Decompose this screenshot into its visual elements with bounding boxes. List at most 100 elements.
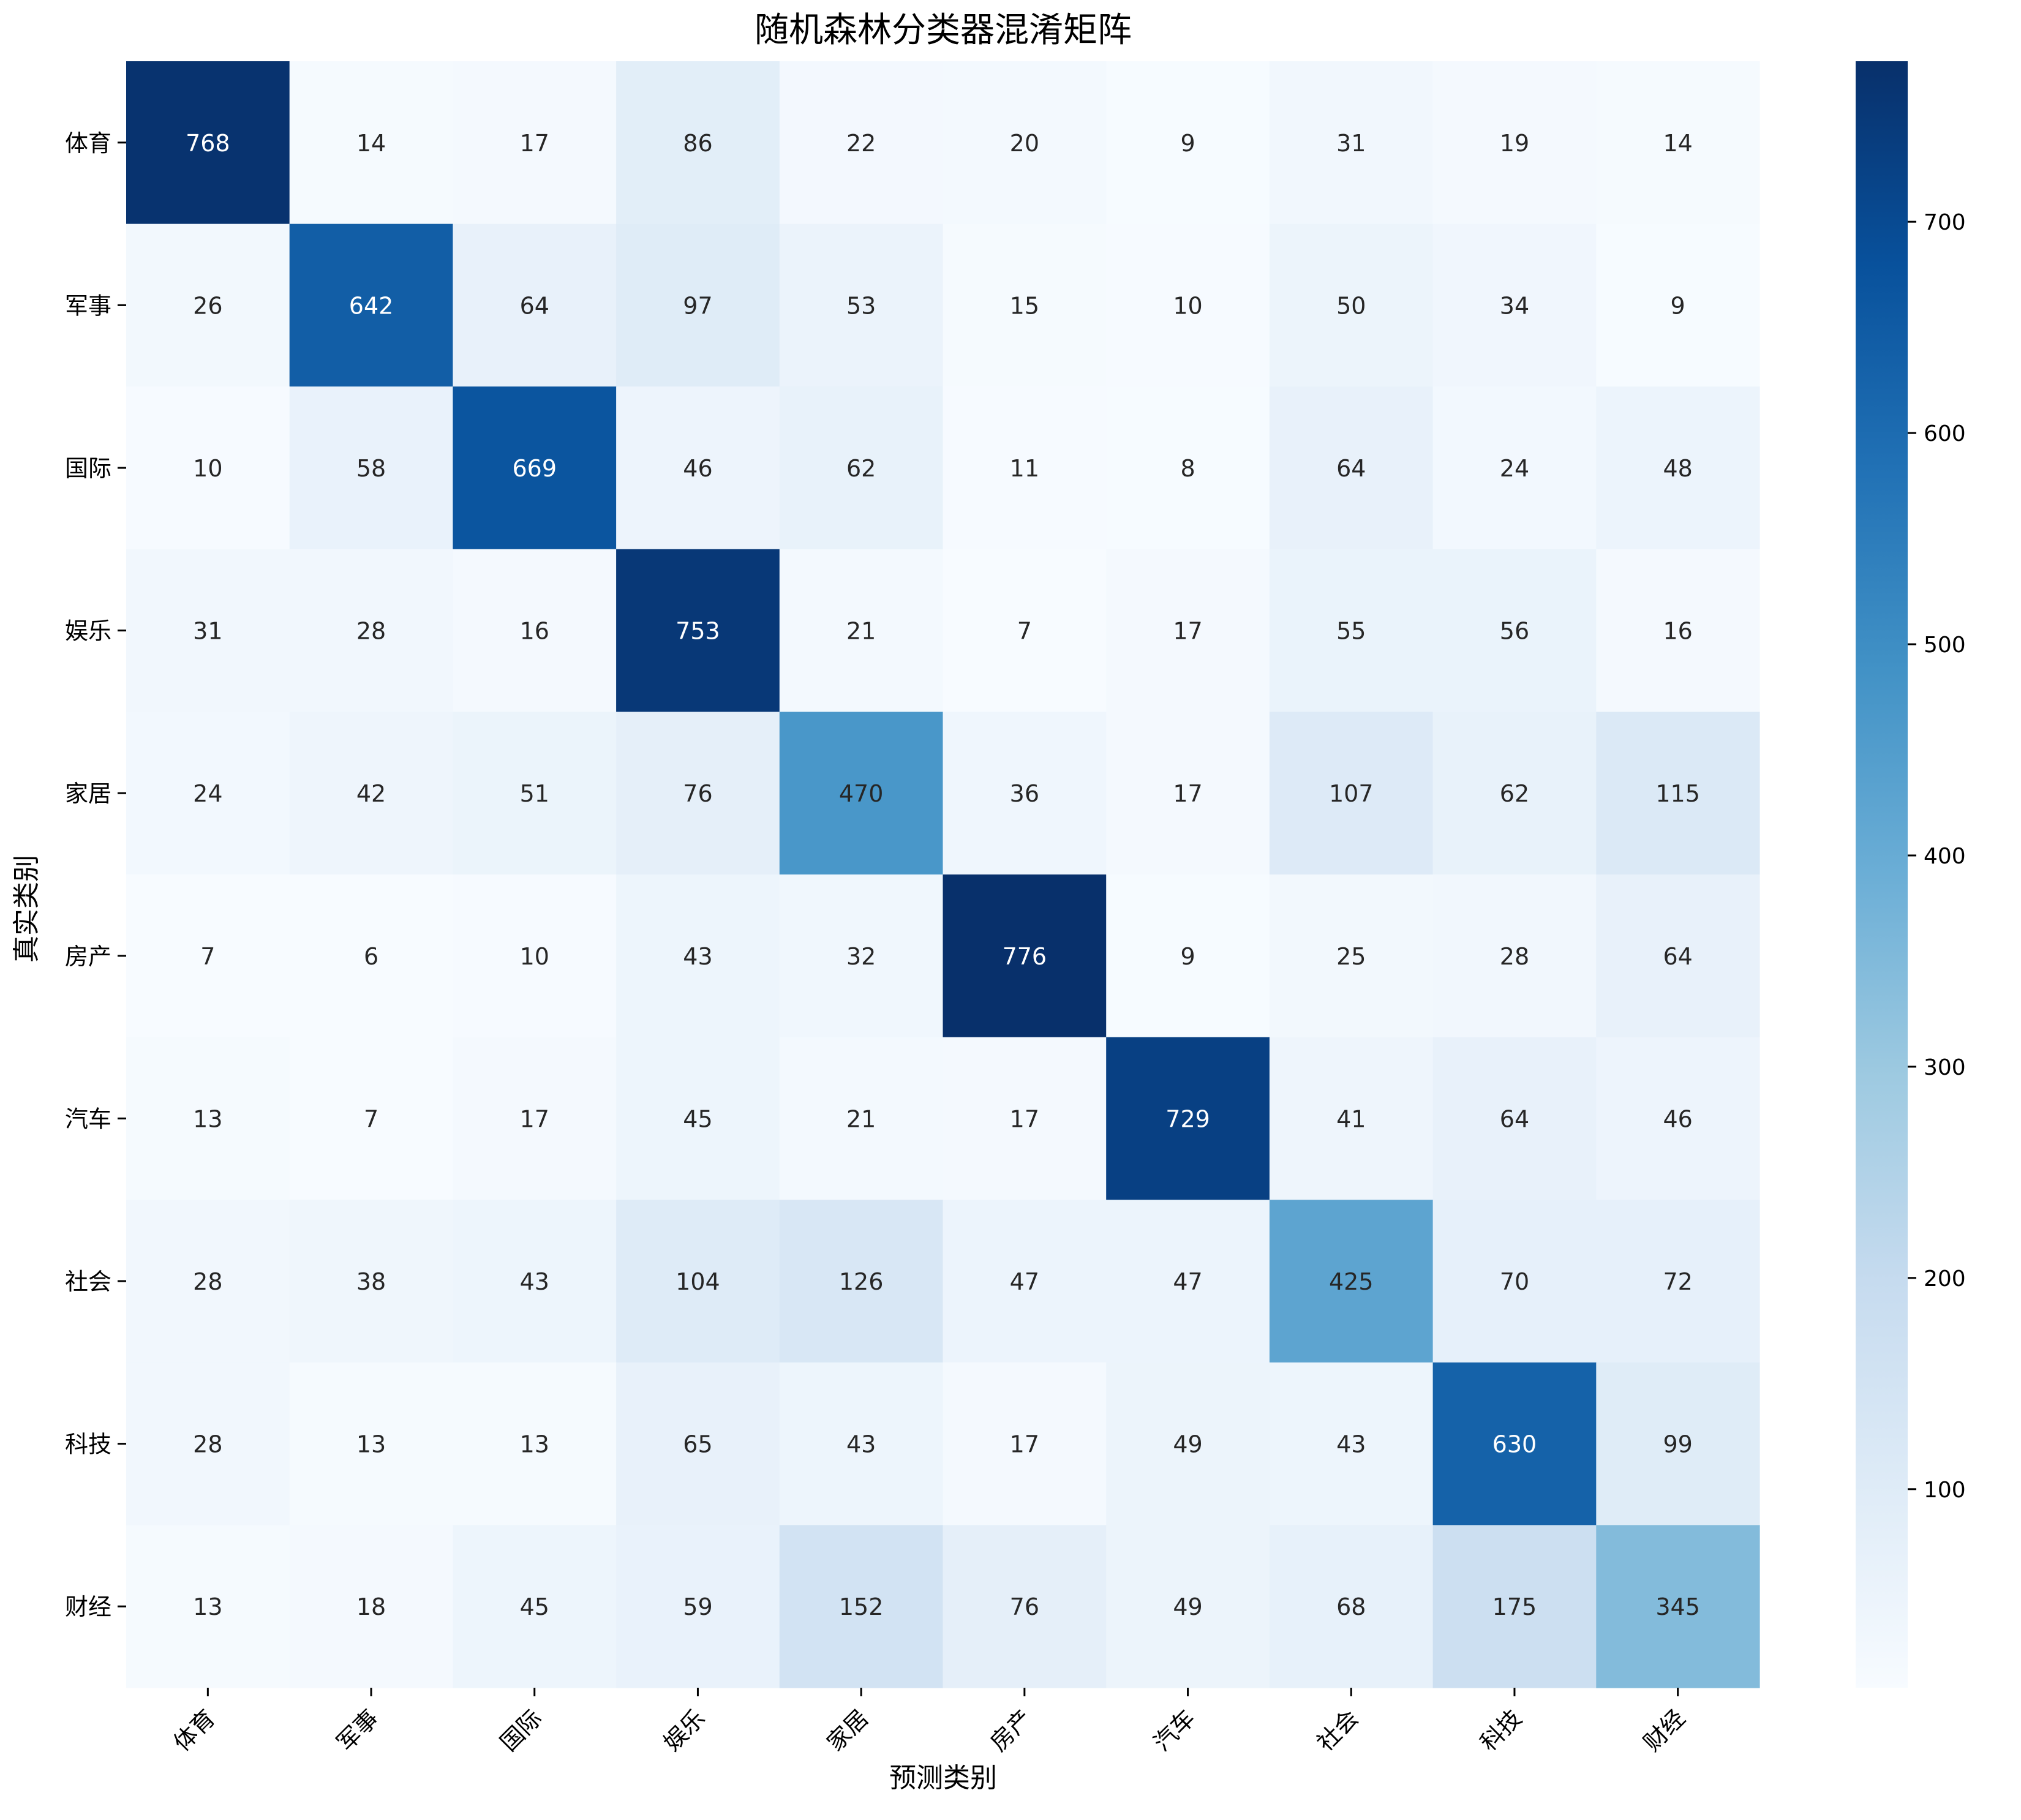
cell-value-label: 38: [356, 1268, 386, 1295]
heatmap-cell: [616, 224, 780, 387]
cell-value-label: 45: [683, 1105, 712, 1132]
cell-value-label: 17: [1173, 780, 1202, 807]
heatmap-cells: [126, 61, 1760, 1688]
cell-value-label: 21: [846, 1105, 876, 1132]
cell-value-label: 43: [846, 1431, 876, 1458]
heatmap-cell: [1432, 1200, 1597, 1363]
cell-value-label: 43: [520, 1268, 549, 1295]
cell-value-label: 53: [846, 292, 876, 319]
cell-value-label: 65: [683, 1431, 712, 1458]
heatmap-cell: [1596, 1037, 1760, 1200]
heatmap-cell: [289, 1525, 453, 1688]
heatmap-cell: [616, 1525, 780, 1688]
cell-value-label: 64: [1663, 943, 1692, 970]
cell-value-label: 32: [846, 943, 876, 970]
cell-value-label: 50: [1336, 292, 1366, 319]
heatmap-cell: [1106, 1525, 1270, 1688]
chart-title: 随机森林分类器混淆矩阵: [755, 10, 1132, 50]
cell-value-label: 10: [520, 943, 549, 970]
cell-value-label: 152: [839, 1593, 884, 1620]
cell-value-label: 669: [512, 455, 557, 482]
heatmap-cell: [1596, 712, 1760, 875]
heatmap-cell: [126, 1037, 290, 1200]
heatmap-cell: [616, 386, 780, 550]
heatmap-cell: [1596, 1525, 1760, 1688]
cell-value-label: 16: [1663, 618, 1692, 645]
cell-value-label: 175: [1492, 1593, 1537, 1620]
cell-value-label: 10: [193, 455, 222, 482]
heatmap-cell: [1106, 874, 1270, 1038]
cell-value-label: 43: [683, 943, 712, 970]
cell-value-label: 107: [1329, 780, 1374, 807]
cell-value-label: 46: [1663, 1105, 1692, 1132]
cell-value-label: 19: [1500, 130, 1529, 157]
cell-value-label: 470: [839, 780, 884, 807]
cell-value-label: 7: [200, 943, 215, 970]
heatmap-cell: [779, 874, 944, 1038]
colorbar-tick-label: 700: [1924, 210, 1966, 235]
heatmap-cell: [126, 1362, 290, 1525]
colorbar-tick-label: 600: [1924, 421, 1966, 446]
heatmap-cell: [453, 549, 617, 712]
cell-value-label: 62: [1500, 780, 1529, 807]
heatmap-cell: [1269, 1525, 1434, 1688]
heatmap-cell: [126, 874, 290, 1038]
colorbar: 100 200 300 400 500 600 700: [1856, 61, 1966, 1688]
heatmap-cell: [1432, 61, 1597, 225]
heatmap-cell: [616, 1200, 780, 1363]
cell-value-label: 345: [1655, 1593, 1700, 1620]
cell-value-label: 22: [846, 130, 876, 157]
cell-value-label: 28: [356, 618, 386, 645]
heatmap-cell: [1106, 549, 1270, 712]
heatmap-cell: [1106, 1037, 1270, 1200]
heatmap-cell: [779, 1037, 944, 1200]
cell-value-label: 59: [683, 1593, 712, 1620]
cell-value-label: 76: [1010, 1593, 1039, 1620]
cell-value-label: 9: [1180, 943, 1195, 970]
cell-value-label: 776: [1003, 943, 1047, 970]
cell-value-label: 13: [356, 1431, 386, 1458]
heatmap-cell: [453, 1362, 617, 1525]
heatmap-cell: [1596, 1200, 1760, 1363]
heatmap-cell: [1269, 874, 1434, 1038]
heatmap-cell: [616, 549, 780, 712]
heatmap-cell: [1269, 1362, 1434, 1525]
cell-value-label: 17: [1173, 618, 1202, 645]
heatmap-cell: [126, 224, 290, 387]
cell-value-label: 8: [1180, 455, 1195, 482]
cell-value-label: 31: [1336, 130, 1366, 157]
cell-value-label: 753: [676, 618, 720, 645]
y-tick-label: 娱乐: [65, 618, 111, 645]
y-tick-label: 体育: [65, 130, 111, 157]
cell-value-label: 6: [364, 943, 378, 970]
cell-value-label: 17: [1010, 1105, 1039, 1132]
cell-value-label: 16: [520, 618, 549, 645]
heatmap-cell: [1432, 386, 1597, 550]
cell-value-label: 68: [1336, 1593, 1366, 1620]
heatmap-cell: [943, 1200, 1107, 1363]
heatmap-cell: [943, 1525, 1107, 1688]
cell-value-label: 72: [1663, 1268, 1692, 1295]
cell-value-label: 14: [1663, 130, 1692, 157]
heatmap-cell: [289, 874, 453, 1038]
cell-value-label: 28: [193, 1268, 222, 1295]
heatmap-cell: [1106, 712, 1270, 875]
cell-value-label: 21: [846, 618, 876, 645]
cell-value-label: 17: [520, 130, 549, 157]
heatmap-cell: [126, 61, 290, 225]
heatmap-cell: [289, 1037, 453, 1200]
heatmap-cell: [289, 1362, 453, 1525]
heatmap-cell: [779, 1362, 944, 1525]
cell-value-label: 13: [520, 1431, 549, 1458]
y-tick-label: 社会: [65, 1268, 111, 1295]
cell-value-label: 28: [1500, 943, 1529, 970]
heatmap-cell: [453, 874, 617, 1038]
heatmap-cell: [1596, 224, 1760, 387]
cell-value-label: 31: [193, 618, 222, 645]
cell-value-label: 13: [193, 1593, 222, 1620]
cell-value-label: 24: [1500, 455, 1529, 482]
heatmap-cell: [779, 224, 944, 387]
heatmap-cell: [289, 549, 453, 712]
heatmap-cell: [453, 1037, 617, 1200]
